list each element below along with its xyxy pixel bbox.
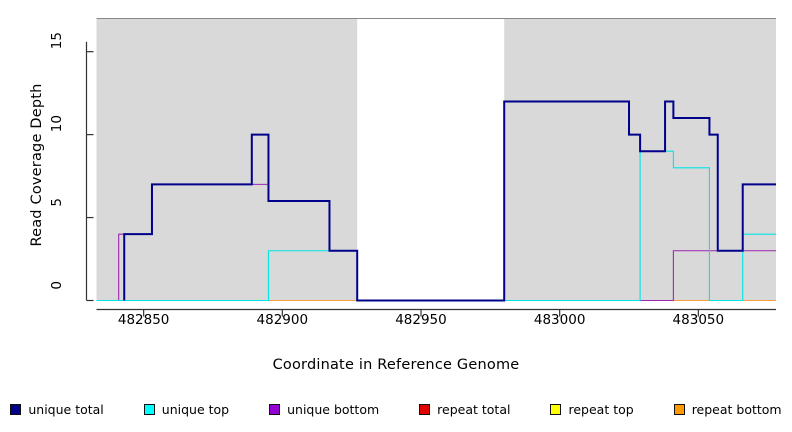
y-tick-label: 5: [48, 197, 65, 207]
x-tick-label: 483050: [672, 312, 725, 328]
legend-label: repeat bottom: [691, 401, 782, 417]
x-tick-label: 482950: [395, 312, 447, 328]
legend-swatch-icon: [143, 403, 155, 415]
legend-swatch-icon: [269, 403, 281, 415]
y-tick-label: 15: [48, 31, 65, 49]
y-tick-label: 0: [48, 280, 65, 290]
legend-item-repeat-total[interactable]: repeat total: [419, 402, 510, 417]
legend-swatch-icon: [10, 403, 22, 415]
legend-label: repeat total: [437, 401, 511, 417]
chart-legend: unique total unique top unique bottom repea…: [0, 398, 792, 420]
coverage-gap-band: [357, 18, 505, 301]
legend-label: unique bottom: [287, 401, 380, 417]
legend-item-repeat-bottom[interactable]: repeat bottom: [673, 401, 782, 417]
x-axis-title: Coordinate in Reference Genome: [272, 357, 520, 373]
legend-swatch-icon: [419, 403, 431, 415]
series-line-unique-total: [123, 100, 776, 302]
legend-label: unique top: [161, 401, 230, 417]
legend-item-unique-top[interactable]: unique top: [143, 401, 230, 417]
legend-item-unique-total[interactable]: unique total: [10, 401, 104, 417]
legend-item-repeat-top[interactable]: repeat top: [550, 401, 634, 417]
legend-swatch-icon: [673, 403, 685, 415]
legend-item-unique-bottom[interactable]: unique bottom: [269, 402, 379, 417]
y-tick-label: 10: [48, 114, 65, 132]
x-tick-label: 483000: [533, 312, 586, 328]
legend-label: repeat top: [568, 401, 634, 417]
x-tick-label: 482900: [256, 312, 309, 328]
legend-swatch-icon: [550, 403, 562, 415]
legend-label: unique total: [28, 401, 104, 417]
x-tick-label: 482850: [117, 312, 170, 328]
